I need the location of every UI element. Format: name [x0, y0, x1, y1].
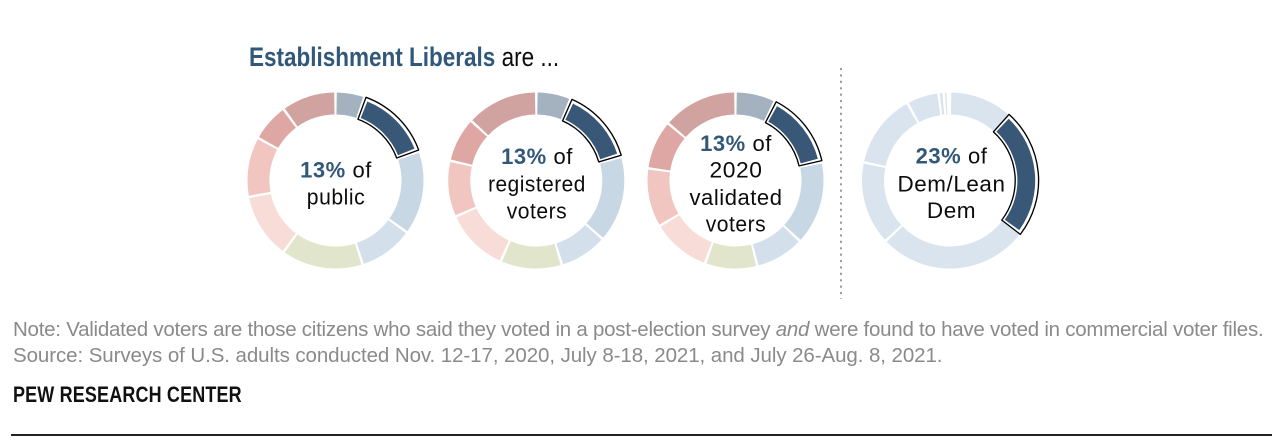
svg-text:2020: 2020	[710, 158, 763, 183]
svg-text:13% of: 13% of	[300, 157, 372, 182]
svg-text:voters: voters	[706, 212, 767, 237]
svg-text:13% of: 13% of	[501, 144, 573, 169]
svg-text:Dem: Dem	[927, 198, 976, 223]
svg-text:23% of: 23% of	[916, 144, 988, 169]
svg-text:validated: validated	[690, 185, 783, 210]
svg-text:13% of: 13% of	[700, 131, 772, 156]
svg-text:voters: voters	[507, 198, 568, 223]
svg-text:public: public	[307, 185, 365, 210]
svg-text:Dem/Lean: Dem/Lean	[898, 171, 1006, 196]
svg-text:registered: registered	[488, 171, 586, 196]
